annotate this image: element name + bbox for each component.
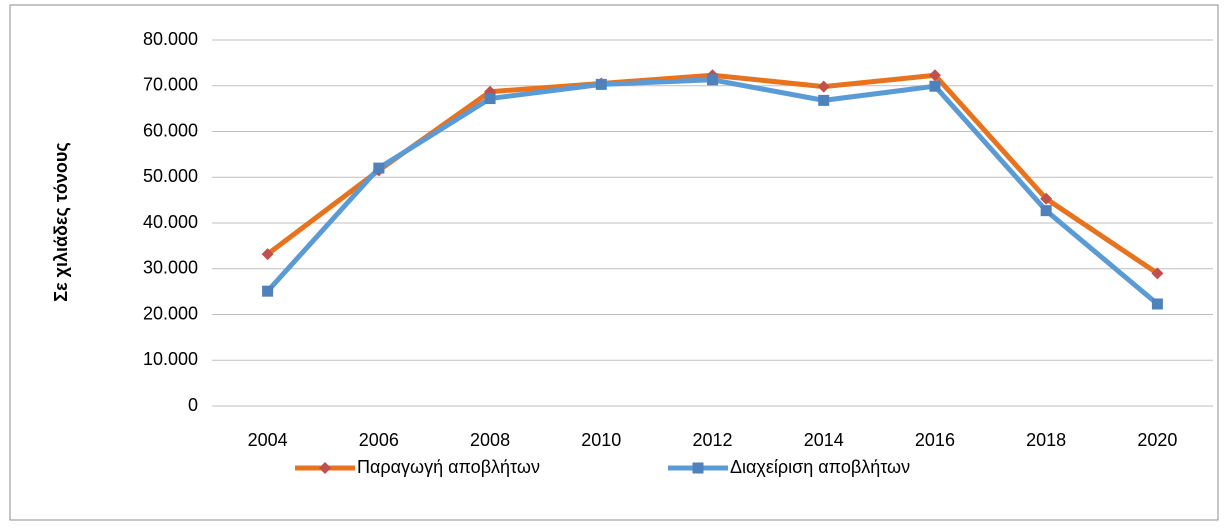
y-axis-label: Σε χιλιάδες τόνους	[51, 142, 71, 301]
marker	[707, 74, 718, 86]
marker	[692, 462, 704, 474]
x-tick-label: 2014	[804, 430, 844, 450]
y-tick-label: 40.000	[143, 212, 198, 232]
y-tick-label: 80.000	[143, 29, 198, 49]
marker	[929, 80, 941, 92]
x-tick-label: 2008	[470, 430, 510, 450]
marker	[319, 462, 331, 474]
y-tick-label: 30.000	[143, 258, 198, 278]
y-tick-label: 60.000	[143, 120, 198, 140]
x-tick-label: 2016	[915, 430, 955, 450]
x-tick-label: 2020	[1137, 430, 1177, 450]
legend-label: Παραγωγή αποβλήτων	[357, 457, 540, 477]
marker	[373, 162, 385, 174]
marker	[1040, 192, 1053, 205]
marker	[595, 78, 607, 90]
y-tick-label: 0	[188, 395, 198, 415]
marker	[484, 93, 496, 105]
y-tick-label: 20.000	[143, 303, 198, 323]
marker	[262, 285, 274, 297]
marker	[1040, 205, 1052, 217]
x-tick-label: 2012	[692, 430, 732, 450]
marker	[261, 248, 274, 261]
y-tick-label: 70.000	[143, 75, 198, 95]
y-tick-label: 10.000	[143, 349, 198, 369]
x-tick-label: 2006	[359, 430, 399, 450]
y-tick-label: 50.000	[143, 166, 198, 186]
marker	[1151, 298, 1163, 310]
chart-frame	[9, 4, 1219, 521]
x-tick-label: 2010	[581, 430, 621, 450]
x-tick-label: 2004	[248, 430, 288, 450]
legend-label: Διαχείριση αποβλήτων	[730, 457, 910, 477]
marker	[928, 69, 941, 82]
x-tick-label: 2018	[1026, 430, 1066, 450]
marker	[1151, 267, 1164, 280]
marker	[818, 94, 830, 106]
marker	[817, 80, 830, 93]
